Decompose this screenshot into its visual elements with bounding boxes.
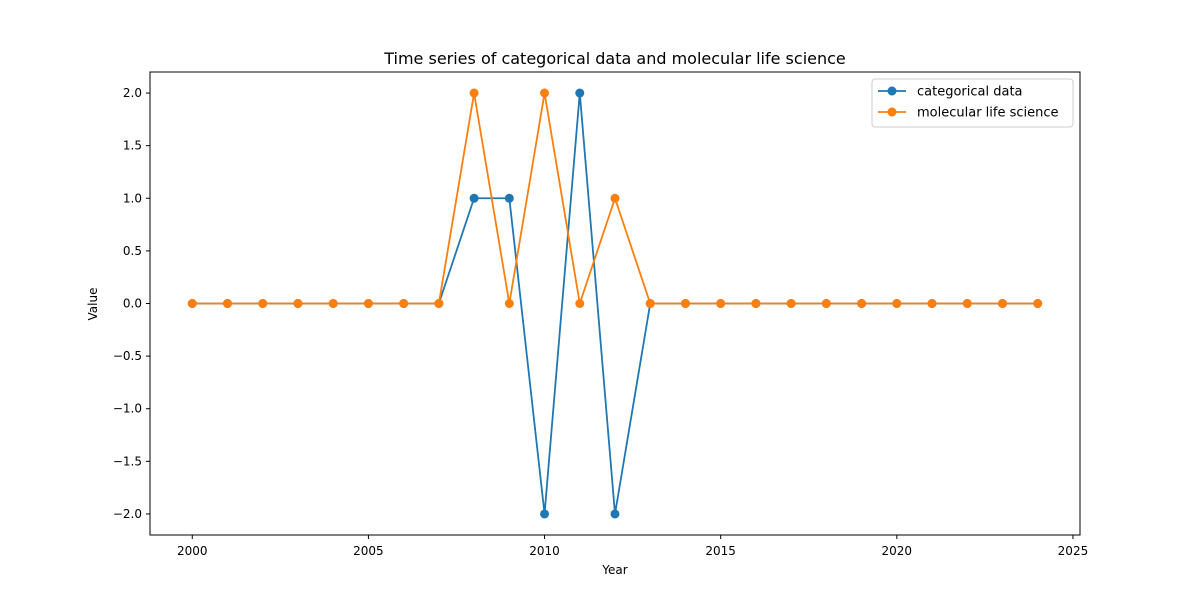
data-point-molecular-life-science — [716, 299, 726, 308]
data-point-molecular-life-science — [328, 299, 338, 308]
data-point-molecular-life-science — [751, 299, 761, 308]
data-point-molecular-life-science — [645, 299, 655, 308]
data-point-categorical-data — [610, 509, 620, 519]
y-axis-label: Value — [86, 288, 100, 321]
legend-marker — [887, 86, 897, 96]
data-point-molecular-life-science — [258, 299, 268, 308]
data-point-molecular-life-science — [821, 299, 831, 308]
data-point-molecular-life-science — [504, 299, 514, 308]
data-point-categorical-data — [575, 88, 585, 98]
data-point-molecular-life-science — [399, 299, 409, 308]
data-point-molecular-life-science — [575, 299, 585, 308]
legend-entry-label: categorical data — [917, 85, 1023, 100]
x-tick-label: 2000 — [177, 544, 208, 558]
data-point-molecular-life-science — [892, 299, 902, 308]
data-point-molecular-life-science — [363, 299, 373, 308]
data-point-molecular-life-science — [998, 299, 1007, 308]
x-tick-label: 2015 — [705, 544, 736, 558]
data-point-molecular-life-science — [187, 299, 197, 308]
x-tick-label: 2025 — [1058, 544, 1089, 558]
data-point-molecular-life-science — [610, 193, 620, 203]
legend-marker — [887, 107, 897, 117]
data-point-categorical-data — [469, 193, 479, 203]
x-tick-label: 2020 — [882, 544, 913, 558]
data-point-molecular-life-science — [857, 299, 867, 308]
data-point-molecular-life-science — [223, 299, 232, 308]
data-point-molecular-life-science — [927, 299, 937, 308]
legend-box — [871, 78, 1074, 128]
data-point-molecular-life-science — [962, 299, 972, 308]
y-tick-label: −1.5 — [113, 454, 142, 468]
y-tick-label: 1.5 — [123, 139, 142, 153]
data-point-molecular-life-science — [680, 299, 690, 308]
y-tick-label: 0.5 — [123, 244, 142, 258]
plot-area: 2000 2005 2010 2015 2020 2025 −2.0 −1.5 −1.0 −0.5… — [113, 71, 1089, 558]
x-tick-label: 2010 — [529, 544, 560, 558]
y-tick-label: 1.0 — [123, 191, 142, 205]
data-point-molecular-life-science — [786, 299, 796, 308]
legend: categorical data molecular life science — [871, 78, 1074, 128]
data-point-molecular-life-science — [1033, 299, 1043, 308]
data-point-molecular-life-science — [293, 299, 303, 308]
y-tick-label: −2.0 — [113, 507, 142, 521]
chart-title: Time series of categorical data and mole… — [383, 49, 846, 68]
data-point-molecular-life-science — [469, 88, 479, 98]
y-tick-label: 2.0 — [123, 86, 142, 100]
y-tick-label: −1.0 — [113, 402, 142, 416]
data-point-categorical-data — [504, 193, 514, 203]
y-tick-label: 0.0 — [123, 297, 142, 311]
x-tick-label: 2005 — [353, 544, 384, 558]
legend-entry-label: molecular life science — [917, 106, 1059, 121]
y-tick-label: −0.5 — [113, 349, 142, 363]
data-point-molecular-life-science — [434, 299, 444, 308]
x-axis-label: Year — [601, 563, 627, 577]
data-point-categorical-data — [540, 509, 550, 519]
data-point-molecular-life-science — [540, 88, 550, 98]
